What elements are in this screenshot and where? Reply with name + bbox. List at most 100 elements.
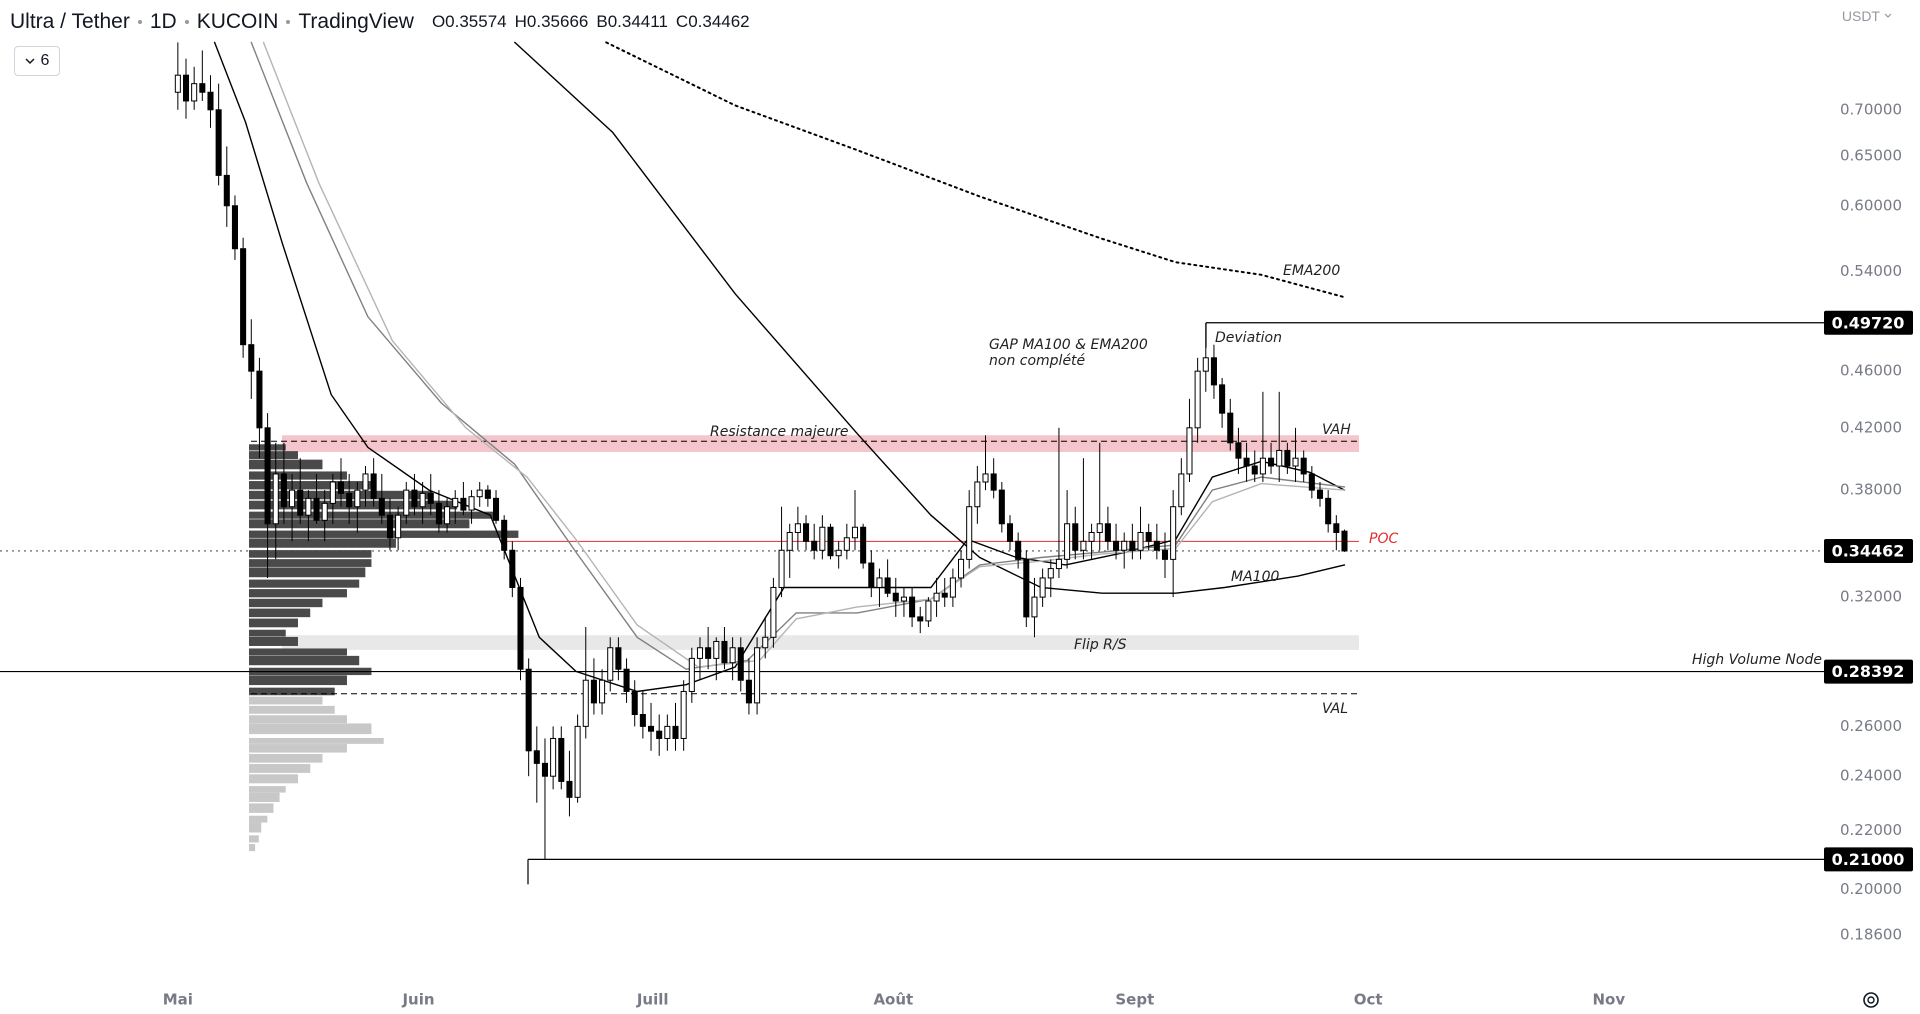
candle-body [1006, 523, 1014, 542]
candle-body [1276, 449, 1283, 467]
volume-bar [249, 471, 347, 480]
candle-body [794, 523, 801, 533]
candle-body [248, 344, 255, 372]
candle-body [280, 473, 287, 508]
candle-body [1055, 558, 1062, 570]
candle-body [1121, 540, 1128, 551]
candle-body [958, 558, 965, 579]
ohlc-value: 0.34462 [688, 12, 750, 31]
x-tick-label: Juill [636, 991, 669, 1009]
profile-label: POC [1369, 531, 1398, 547]
candle-body [1316, 489, 1324, 499]
exchange: KUCOIN [196, 10, 279, 33]
candle-body [1137, 531, 1144, 551]
candle-body [933, 592, 940, 602]
volume-bar [249, 559, 372, 567]
volume-bar [249, 715, 347, 724]
candle-body [370, 473, 377, 499]
chevron [25, 58, 35, 65]
candle-body [386, 514, 393, 539]
x-tick-label: Sept [1115, 991, 1154, 1009]
volume-bar [249, 786, 286, 793]
indicators-toggle[interactable]: 6 [14, 46, 60, 76]
candle-body [517, 586, 524, 670]
volume-bar [249, 723, 372, 735]
candle-body [1015, 540, 1022, 560]
candle-body [1153, 540, 1160, 551]
separator [286, 20, 291, 24]
candle-body [1251, 465, 1258, 475]
candle-body [427, 492, 434, 504]
overlay-label: EMA200 [1283, 263, 1340, 279]
candle-body [492, 497, 500, 521]
candle-body [305, 497, 312, 516]
candle-body [550, 737, 557, 777]
candle-body [476, 489, 483, 498]
legend-header: Ultra / Tether 1D KUCOIN TradingView O0.… [10, 10, 750, 34]
ohlc-key: C [675, 12, 689, 31]
ohlc-key: O [431, 12, 446, 31]
volume-bar [249, 822, 262, 833]
candle-body [484, 489, 491, 499]
candle-body [917, 616, 924, 622]
ohlc-value: 0.34411 [607, 12, 668, 31]
volume-bar [249, 519, 470, 529]
candle-body [737, 647, 744, 681]
candle-body [998, 489, 1005, 525]
candle-body [1047, 568, 1054, 579]
symbol[interactable]: Ultra / Tether [10, 10, 130, 33]
volume-bar [249, 803, 274, 813]
currency-select[interactable]: USDT [1842, 8, 1892, 24]
price-axis: 0.18600 0.20000 0.22000 0.24000 0.26000 0.320… [163, 100, 1913, 1009]
profile-label: VAL [1322, 701, 1348, 717]
y-tick-label: 0.22000 [1840, 821, 1902, 839]
volume-bar [249, 835, 259, 843]
volume-bar [249, 815, 268, 823]
ohlc-key: H [514, 12, 527, 31]
candle-body [501, 519, 508, 551]
candle-body [925, 600, 932, 622]
indicators-count: 6 [40, 52, 50, 69]
candle-body [623, 668, 630, 692]
candle-body [468, 496, 475, 511]
volume-bar [249, 459, 323, 470]
annotation: Deviation [1215, 330, 1282, 346]
candle-body [321, 502, 328, 521]
candle-body [1113, 540, 1120, 551]
y-tick-label: 0.24000 [1840, 767, 1902, 785]
candle-body [289, 489, 296, 508]
ohlc-item: B0.34411 [596, 12, 668, 32]
candle-body [1219, 384, 1226, 414]
candle-body [378, 497, 385, 516]
candle-body [590, 679, 597, 704]
candle-body [843, 537, 850, 551]
candle-body [607, 647, 614, 681]
candle-body [411, 489, 418, 508]
candle-body [647, 725, 655, 732]
ohlc-item: C0.34462 [676, 12, 750, 32]
settings-icon[interactable] [1863, 992, 1879, 1008]
interval[interactable]: 1D [149, 10, 177, 33]
candle-body [240, 248, 247, 346]
candles [174, 42, 1348, 860]
volume-bar [249, 753, 323, 763]
levels [0, 322, 1825, 885]
y-tick-label: 0.20000 [1840, 880, 1902, 898]
volume-bar [249, 655, 360, 666]
candle-body [705, 647, 712, 659]
candle-body [1235, 442, 1242, 459]
annotation: GAP MA100 & EMA200 [989, 337, 1148, 353]
candle-body [337, 481, 345, 494]
candle-body [811, 540, 818, 551]
ohlc-value: 0.35666 [526, 12, 589, 31]
y-tick-label: 0.54000 [1840, 262, 1902, 280]
candle-body [1300, 457, 1307, 475]
candle-body [770, 586, 777, 638]
candle-body [1064, 523, 1071, 560]
candle-body [1210, 357, 1217, 386]
candle-body [199, 83, 206, 93]
price-label: 0.49720 [1832, 313, 1905, 332]
candle-body [860, 526, 867, 564]
candle-body [656, 730, 663, 739]
candle-body [313, 497, 320, 521]
